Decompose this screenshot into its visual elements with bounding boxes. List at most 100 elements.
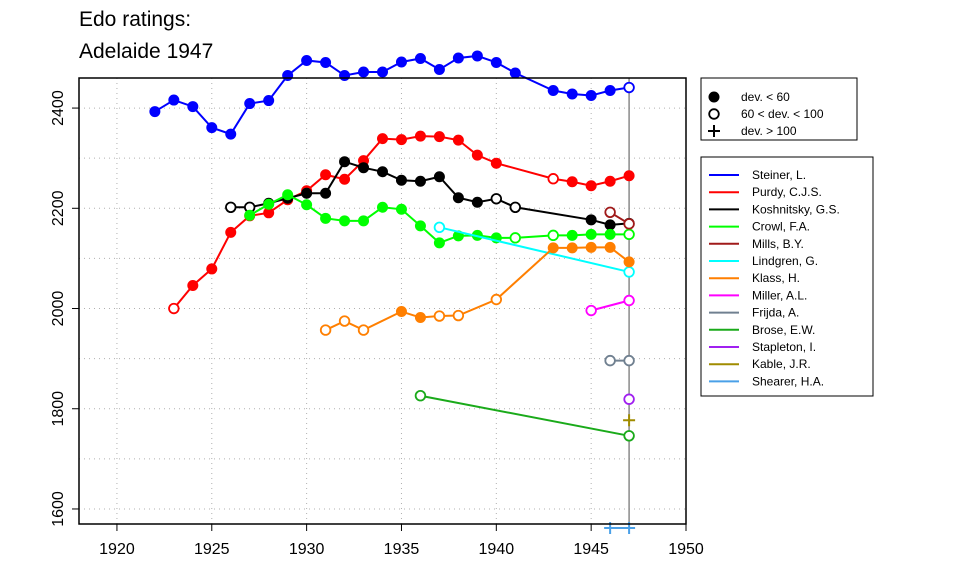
data-point xyxy=(490,293,503,306)
axes: 1920 1925 1930 1935 1940 1945 1950 1600 1800 2000… xyxy=(50,90,704,558)
data-point xyxy=(604,175,616,187)
series-line xyxy=(439,226,630,273)
data-point xyxy=(566,88,578,100)
data-point xyxy=(604,228,616,240)
data-point xyxy=(452,52,464,64)
data-point xyxy=(452,192,464,204)
series-line xyxy=(154,54,630,136)
series-mills-b-y xyxy=(604,206,635,230)
data-point xyxy=(358,215,370,227)
data-point xyxy=(225,128,237,140)
x-tick-label: 1925 xyxy=(194,541,230,558)
data-point xyxy=(301,54,313,66)
data-point xyxy=(623,170,635,182)
data-point xyxy=(604,219,616,231)
data-point xyxy=(452,309,465,322)
series-line xyxy=(420,394,630,437)
series-crowl-f-a xyxy=(244,189,635,249)
data-point xyxy=(585,228,597,240)
data-point xyxy=(471,149,483,161)
data-point xyxy=(623,81,635,94)
legend-label-lindgren-g: Lindgren, G. xyxy=(752,254,818,268)
series-line xyxy=(173,135,630,310)
data-point xyxy=(320,187,332,199)
data-point xyxy=(433,131,445,143)
data-point xyxy=(244,209,256,221)
x-tick-label: 1930 xyxy=(289,541,325,558)
legend-marker-label: dev. > 100 xyxy=(741,124,797,138)
series-stapleton-i xyxy=(623,393,635,405)
data-point xyxy=(377,201,388,213)
data-point xyxy=(414,220,426,232)
data-point xyxy=(566,229,578,241)
data-point xyxy=(585,180,597,192)
chart-title-line-1: Edo ratings: xyxy=(79,8,192,31)
y-tick-label: 1600 xyxy=(50,491,67,527)
y-tick-label: 2200 xyxy=(50,190,67,226)
data-point xyxy=(623,228,635,241)
data-point xyxy=(509,232,521,244)
legend-label-koshnitsky-g-s: Koshnitsky, G.S. xyxy=(752,202,840,216)
series-kable-j-r xyxy=(623,414,636,427)
data-point xyxy=(395,174,407,186)
data-point xyxy=(320,56,332,68)
data-point xyxy=(149,106,161,118)
data-point xyxy=(471,50,483,62)
legend-marker-plus xyxy=(708,125,720,137)
data-point xyxy=(395,306,407,318)
legend-marker-open xyxy=(708,108,720,120)
data-point xyxy=(623,430,635,442)
data-point xyxy=(585,214,597,226)
data-point xyxy=(320,169,332,181)
series-layer xyxy=(149,50,636,535)
plot-frame xyxy=(78,77,687,525)
data-point xyxy=(339,173,351,185)
marker-legend: dev. < 60 60 < dev. < 100 dev. > 100 xyxy=(700,77,858,141)
data-point xyxy=(433,310,446,322)
legend-marker-label: 60 < dev. < 100 xyxy=(741,107,824,121)
data-point xyxy=(377,166,388,178)
data-point xyxy=(604,241,616,253)
legend-label-shearer-h-a: Shearer, H.A. xyxy=(752,374,824,388)
data-point xyxy=(509,201,521,213)
data-point xyxy=(585,90,597,102)
legend-label-klass-h: Klass, H. xyxy=(752,271,800,285)
data-point xyxy=(433,221,446,234)
x-tick-label: 1945 xyxy=(573,541,609,558)
series-lindgren-g xyxy=(433,221,635,278)
x-tick-label: 1935 xyxy=(384,541,420,558)
data-point xyxy=(357,324,370,336)
data-point xyxy=(509,67,521,79)
legend-label-kable-j-r: Kable, J.R. xyxy=(752,357,811,371)
x-tick-label: 1950 xyxy=(668,541,704,558)
y-tick-label: 2400 xyxy=(50,90,67,126)
legend-label-stapleton-i: Stapleton, I. xyxy=(752,340,816,354)
data-point xyxy=(414,130,426,142)
legend-label-miller-a-l: Miller, A.L. xyxy=(752,288,807,302)
data-point xyxy=(623,218,635,230)
data-point xyxy=(490,193,503,205)
data-point xyxy=(547,242,559,254)
data-point xyxy=(206,122,218,134)
y-tick-label: 2000 xyxy=(50,291,67,327)
series-miller-a-l xyxy=(585,294,635,317)
data-point xyxy=(395,203,407,215)
data-point xyxy=(623,266,635,278)
legend-label-frijda-a: Frijda, A. xyxy=(752,306,799,320)
data-point xyxy=(623,393,635,405)
x-tick-label: 1920 xyxy=(99,541,135,558)
data-point xyxy=(623,294,635,307)
data-point xyxy=(585,304,597,317)
data-point xyxy=(433,171,445,183)
series-legend: Steiner, L. Purdy, C.J.S. Koshnitsky, G.S.… xyxy=(700,156,874,397)
data-point xyxy=(604,206,616,219)
data-point xyxy=(377,66,388,78)
legend-label-brose-e-w: Brose, E.W. xyxy=(752,323,815,337)
data-point xyxy=(339,156,351,168)
data-point xyxy=(547,229,559,242)
data-point xyxy=(433,237,445,249)
grid xyxy=(79,78,687,524)
data-point xyxy=(604,85,616,97)
series-steiner-l xyxy=(149,50,635,140)
